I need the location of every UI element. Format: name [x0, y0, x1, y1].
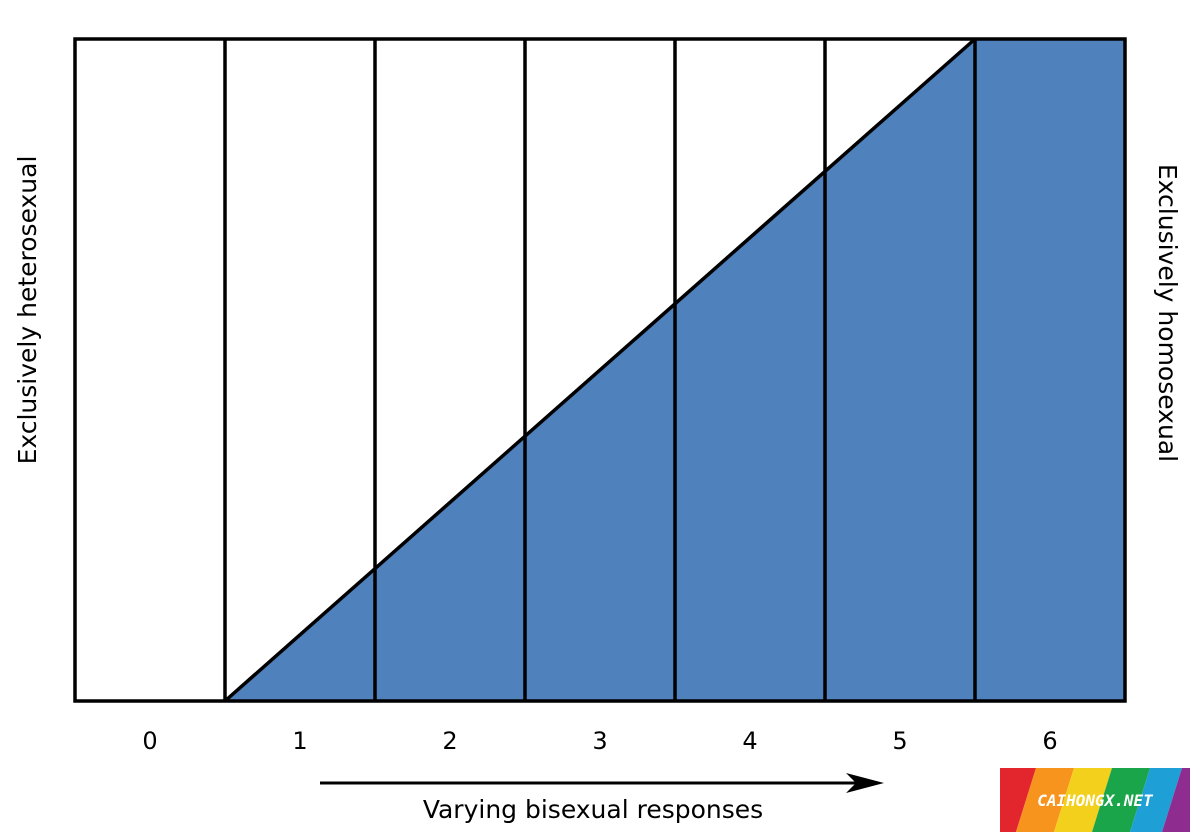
wm-stripe-red — [1000, 768, 1036, 832]
scale-label-2: 2 — [442, 727, 457, 755]
wm-stripe-purple — [1162, 768, 1190, 832]
scale-label-3: 3 — [592, 727, 607, 755]
scale-labels: 0 1 2 3 4 5 6 — [142, 727, 1057, 755]
left-label: Exclusively heterosexual — [13, 156, 42, 465]
scale-label-1: 1 — [292, 727, 307, 755]
axis-caption: Varying bisexual responses — [423, 795, 763, 824]
rainbow-watermark-logo: CAIHONGX.NET — [1000, 768, 1190, 832]
scale-label-0: 0 — [142, 727, 157, 755]
scale-label-5: 5 — [892, 727, 907, 755]
diagonal-boundary — [223, 37, 977, 703]
scale-frame — [73, 37, 1127, 703]
watermark-text: CAIHONGX.NET — [1037, 791, 1154, 810]
wm-stripe-orange — [1016, 768, 1074, 832]
wm-stripe-green — [1092, 768, 1150, 832]
scale-label-6: 6 — [1042, 727, 1057, 755]
arrow-head — [846, 773, 884, 793]
right-label: Exclusively homosexual — [1153, 164, 1182, 462]
wm-stripe-yellow — [1054, 768, 1112, 832]
scale-label-4: 4 — [742, 727, 757, 755]
column-dividers — [223, 39, 977, 701]
right-arrow-icon — [320, 773, 884, 793]
wm-stripe-blue — [1130, 768, 1182, 832]
